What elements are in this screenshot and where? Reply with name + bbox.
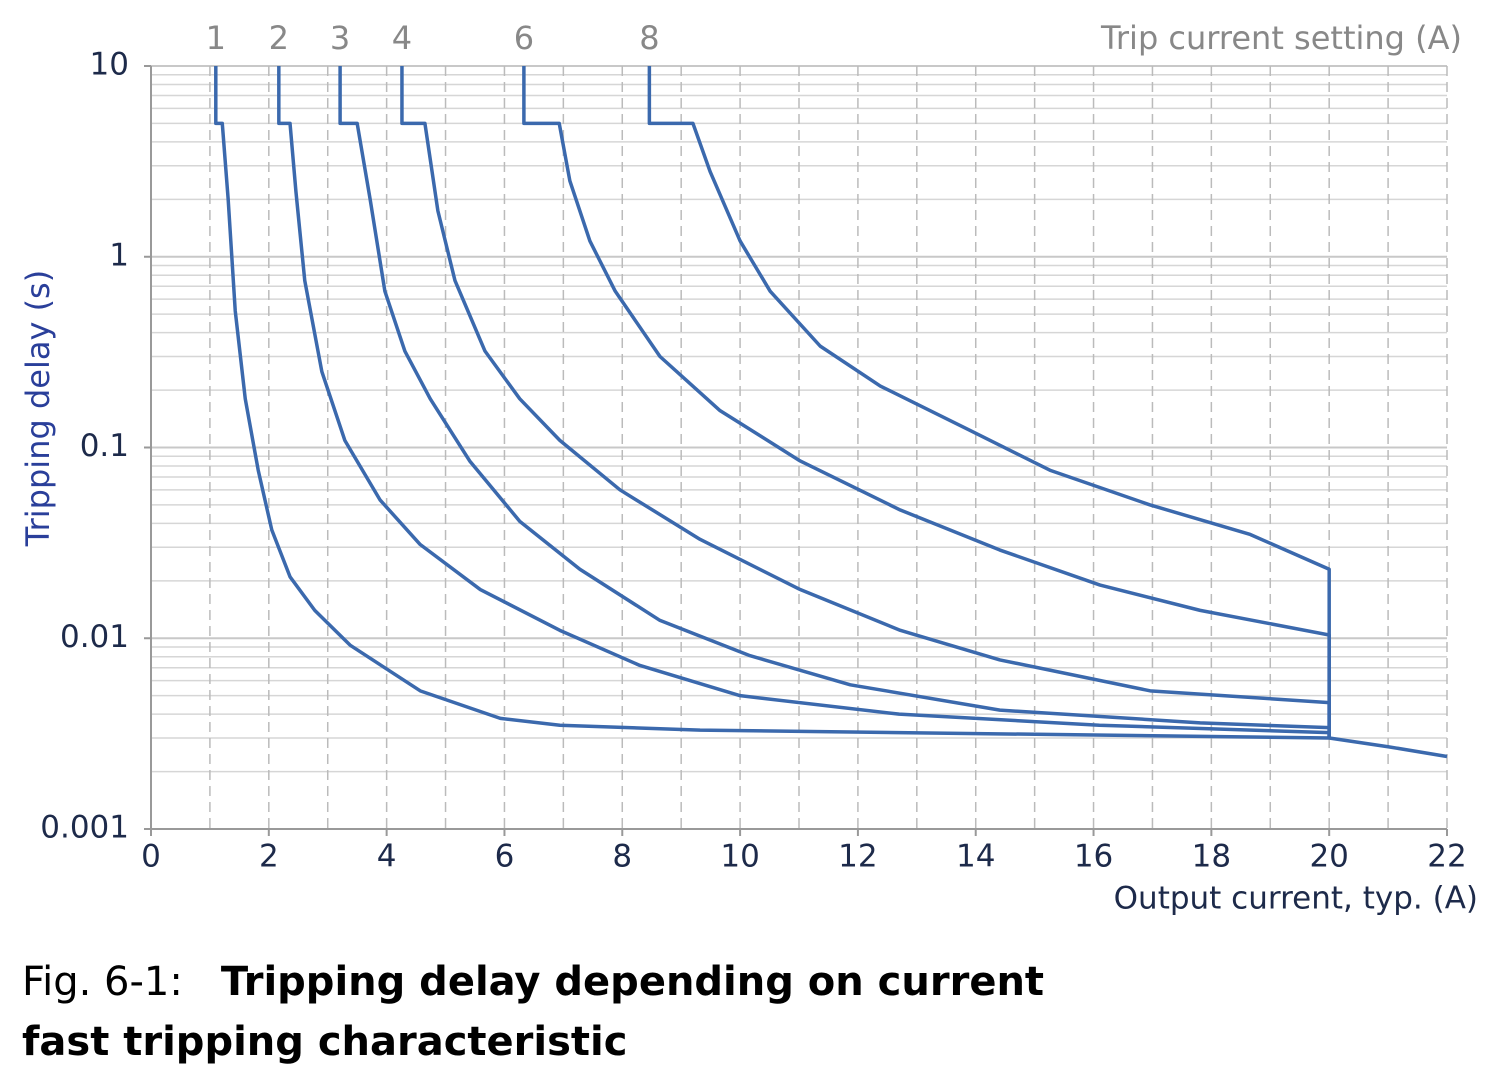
series-label: 3 [330,19,350,57]
x-tick-label: 4 [377,839,397,875]
series-label: 6 [514,19,534,57]
x-tick-label: 2 [259,839,279,875]
caption-line2: fast tripping characteristic [22,1019,627,1065]
x-axis-title: Output current, typ. (A) [1114,881,1478,917]
x-tick-label: 6 [495,839,515,875]
x-tick-label: 18 [1192,839,1231,875]
x-tick-label: 16 [1074,839,1113,875]
series-label: 8 [639,19,659,57]
x-tick-label: 14 [956,839,995,875]
caption-label: Fig. 6-1: [22,959,183,1005]
series-line [522,66,1331,738]
series-line [214,66,1448,759]
top-axis-title: Trip current setting (A) [1100,19,1462,57]
x-tick-label: 22 [1427,839,1466,875]
series-label: 2 [269,19,289,57]
x-tick-label: 10 [720,839,759,875]
x-tick-label: 12 [838,839,877,875]
series-label: 1 [206,19,226,57]
y-tick-label: 0.01 [60,619,129,655]
x-tick-label: 0 [141,839,161,875]
series-line [277,66,1331,738]
x-tick-label: 20 [1309,839,1348,875]
series-line [400,66,1331,738]
series-label: 4 [392,19,412,57]
y-axis-title: Tripping delay (s) [19,270,57,547]
y-tick-label: 1 [109,237,129,273]
caption: Fig. 6-1: Tripping delay depending on cur… [22,959,1044,1005]
x-tick-label: 8 [612,839,632,875]
series-line [647,66,1331,738]
y-tick-label: 10 [90,47,129,83]
series-line [338,66,1331,738]
y-tick-label: 0.1 [80,428,129,464]
caption-title: Tripping delay depending on current [221,959,1044,1005]
y-tick-label: 0.001 [40,810,129,846]
